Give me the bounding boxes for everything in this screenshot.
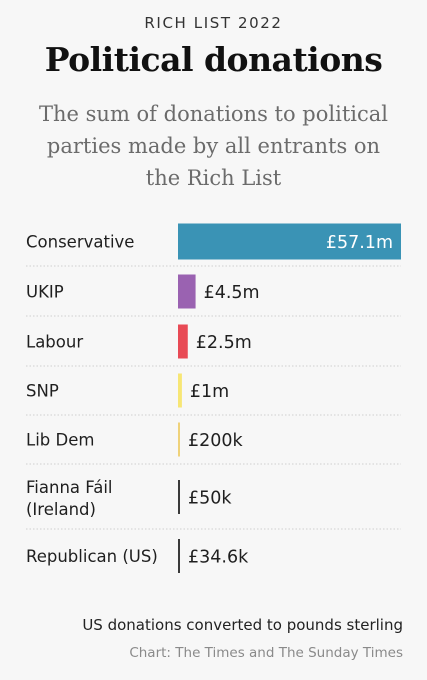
category-label-1: UKIP (26, 283, 64, 302)
category-label-6: Republican (US) (26, 547, 158, 566)
value-label-3: £1m (190, 382, 229, 402)
bar-1 (178, 274, 196, 309)
chart-source: Chart: The Times and The Sunday Times (129, 645, 403, 661)
chart-note: US donations converted to pounds sterlin… (82, 616, 403, 634)
value-label-4: £200k (188, 431, 244, 451)
chart-kicker: RICH LIST 2022 (144, 14, 283, 32)
chart-title: Political donations (44, 40, 383, 79)
bar-6 (178, 539, 180, 573)
category-label-3: SNP (26, 382, 59, 401)
value-label-5: £50k (188, 489, 232, 509)
bar-4 (178, 422, 180, 457)
chart-subtitle: The sum of donations to political partie… (39, 102, 388, 190)
bar-2 (178, 324, 188, 359)
bar-3 (178, 373, 182, 408)
value-label-2: £2.5m (196, 333, 252, 353)
category-label-2: Labour (26, 333, 83, 352)
value-label-1: £4.5m (204, 283, 260, 303)
bar-5 (178, 480, 180, 514)
bar-chart: Conservative £57.1m UKIP £4.5m Labour £2.5m SN… (26, 223, 401, 573)
value-label-6: £34.6k (188, 548, 249, 568)
value-label-0: £57.1m (326, 233, 393, 253)
category-label-5: Fianna Fáil (Ireland) (26, 478, 113, 519)
bar-0 (178, 223, 401, 260)
category-label-0: Conservative (26, 233, 134, 252)
category-label-4: Lib Dem (26, 431, 94, 450)
